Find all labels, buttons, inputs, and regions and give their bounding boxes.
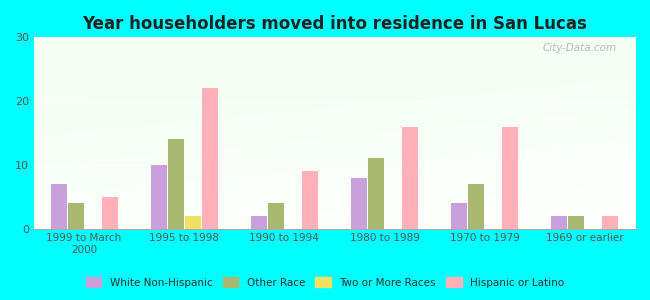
Bar [168, 139, 184, 229]
Bar [51, 184, 66, 229]
Title: Year householders moved into residence in San Lucas: Year householders moved into residence i… [82, 15, 587, 33]
Bar [351, 178, 367, 229]
Bar [551, 216, 567, 229]
Bar [451, 203, 467, 229]
Legend: White Non-Hispanic, Other Race, Two or More Races, Hispanic or Latino: White Non-Hispanic, Other Race, Two or M… [81, 273, 569, 292]
Bar [568, 216, 584, 229]
Bar [502, 127, 518, 229]
Bar [268, 203, 284, 229]
Bar [101, 197, 118, 229]
Bar [202, 88, 218, 229]
Bar [251, 216, 267, 229]
Bar [151, 165, 166, 229]
Bar [468, 184, 484, 229]
Bar [68, 203, 84, 229]
Text: City-Data.com: City-Data.com [543, 43, 617, 53]
Bar [302, 171, 318, 229]
Bar [185, 216, 201, 229]
Bar [368, 158, 384, 229]
Bar [402, 127, 418, 229]
Bar [603, 216, 618, 229]
